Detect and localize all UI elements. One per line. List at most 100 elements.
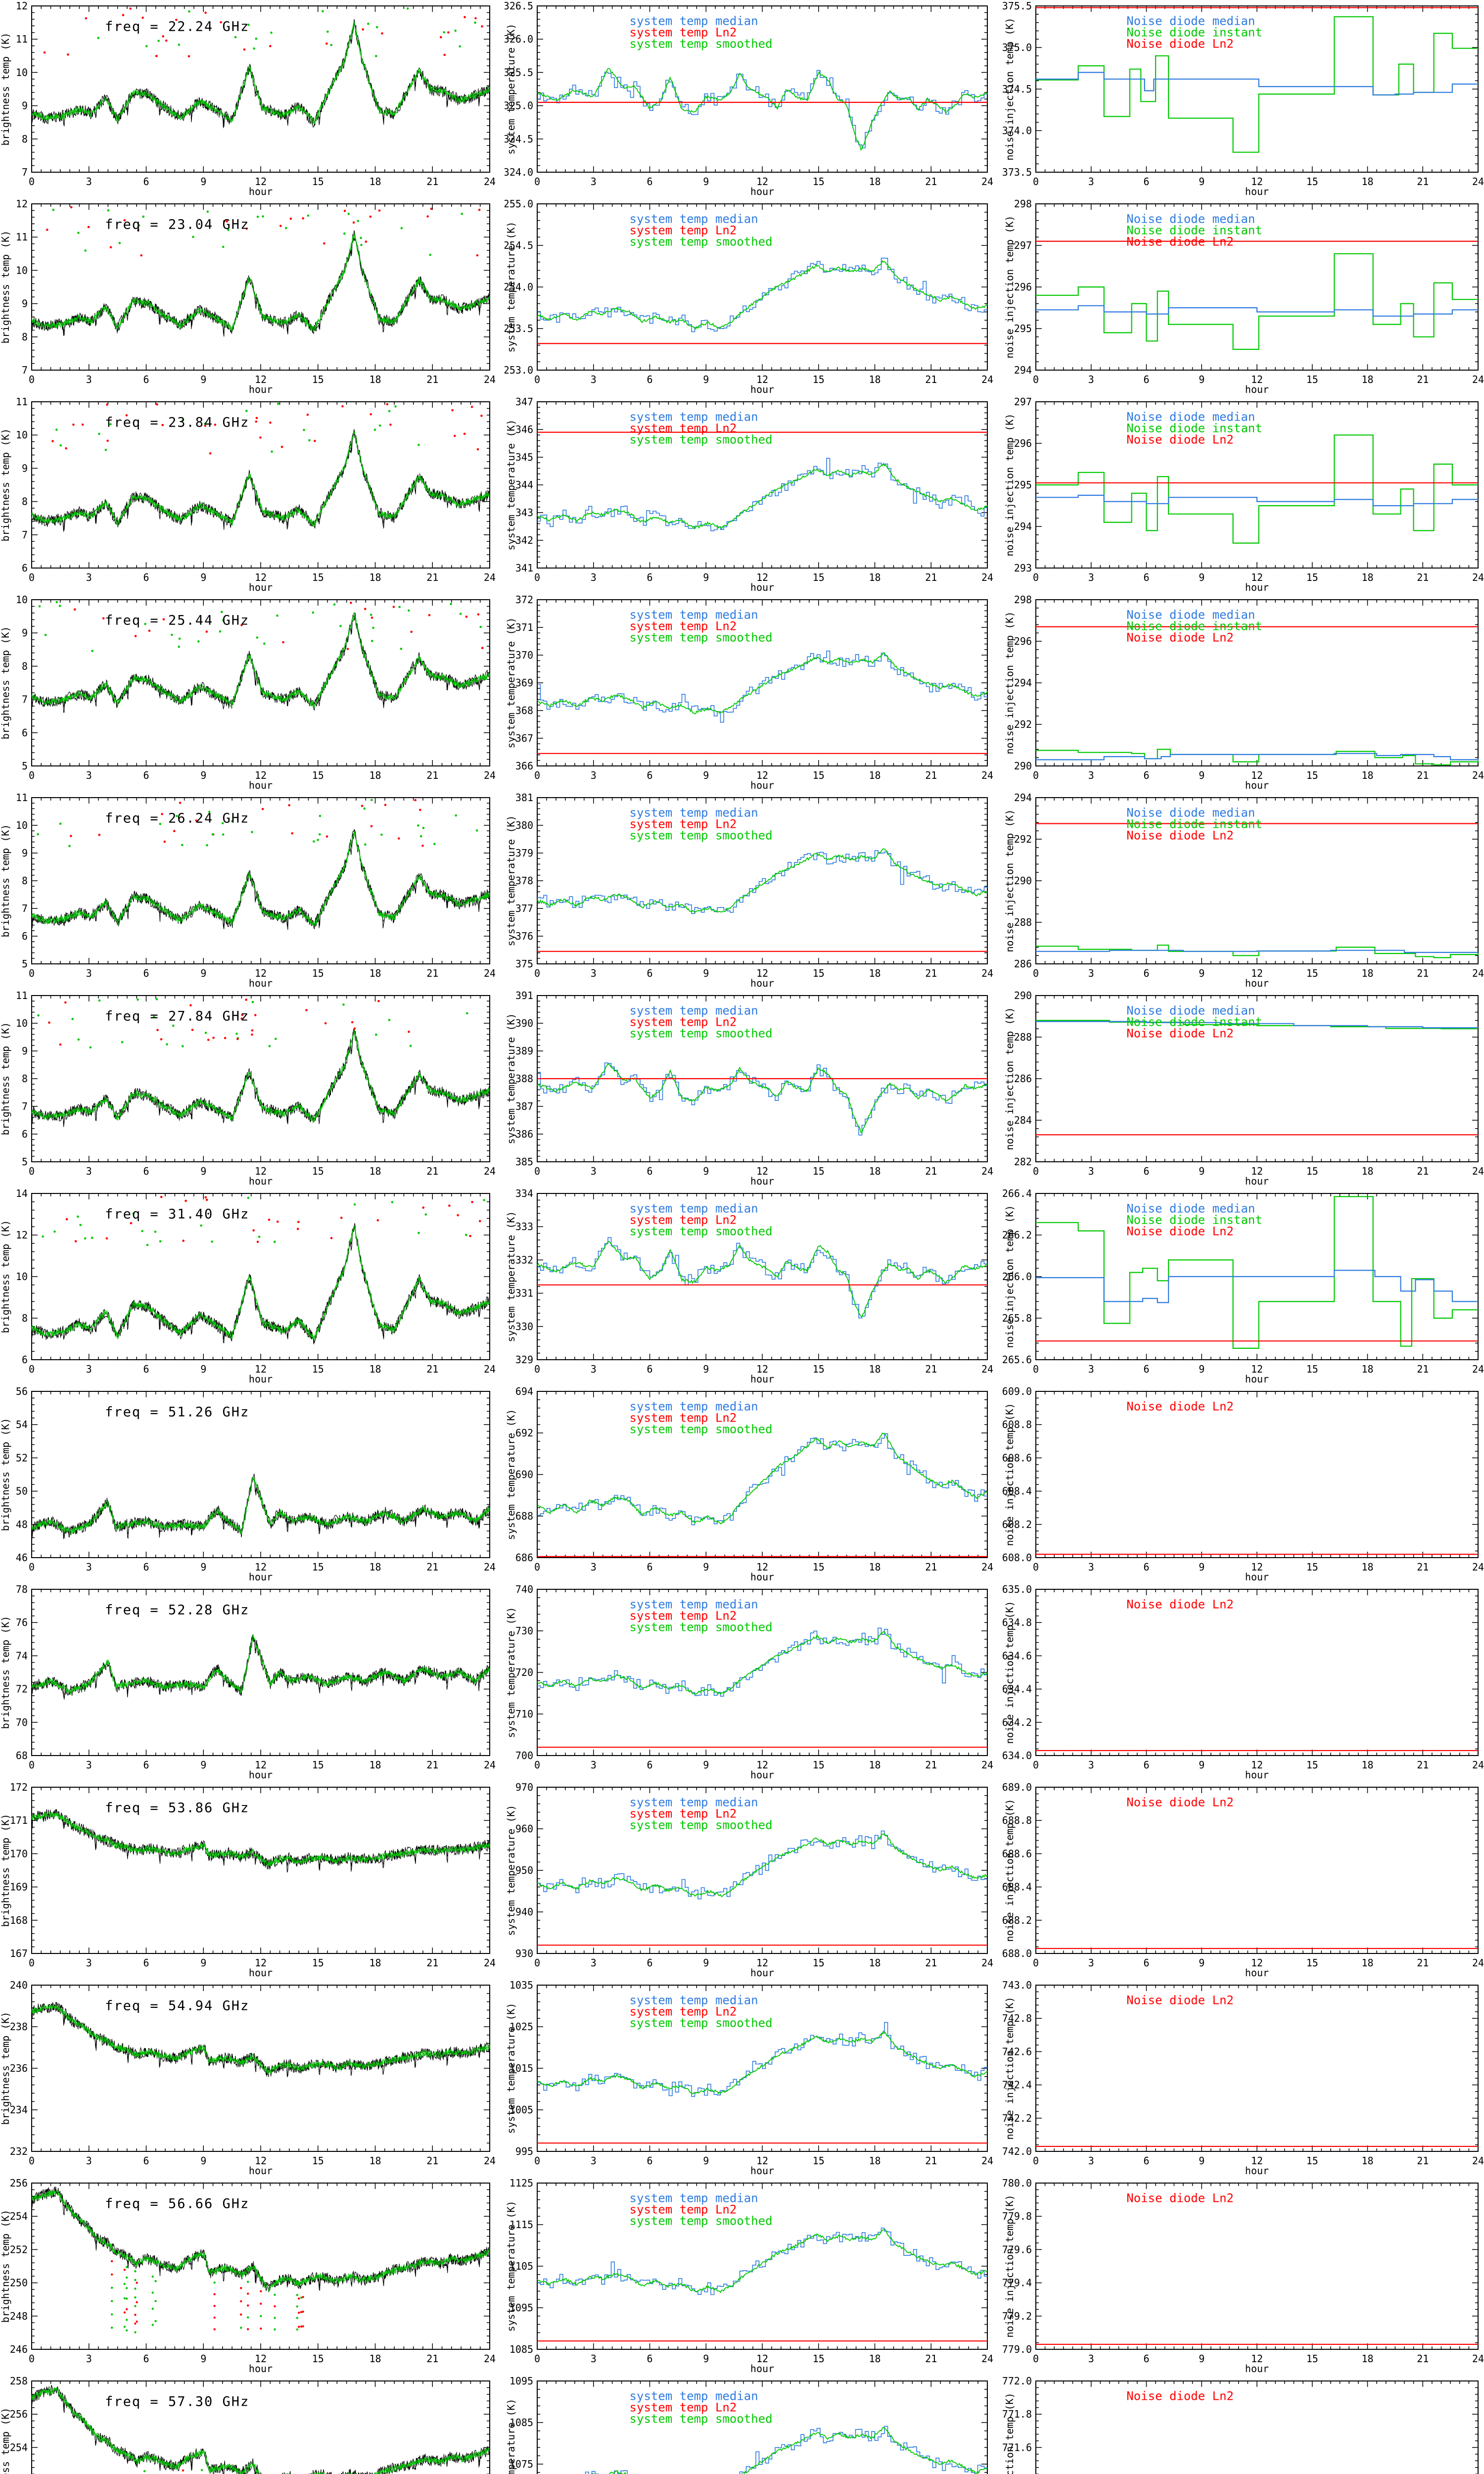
system-smoothed-series [537, 1241, 988, 1318]
x-tick-label: 12 [1251, 769, 1263, 781]
legend-entry: Noise diode median [1126, 1202, 1255, 1216]
legend-entry: system temp smoothed [630, 1224, 773, 1238]
y-tick-label: 779.6 [1002, 2243, 1032, 2255]
y-tick-label: 50 [16, 1485, 28, 1497]
x-tick-label: 21 [426, 1561, 438, 1573]
x-tick-label: 0 [1033, 1957, 1039, 1969]
x-tick-label: 21 [925, 374, 937, 385]
x-tick-label: 9 [1199, 1759, 1205, 1771]
y-tick-label: 8 [22, 660, 28, 672]
x-tick-label: 6 [647, 571, 652, 583]
y-tick-label: 1095 [510, 2375, 533, 2387]
x-tick-label: 6 [143, 769, 149, 781]
x-tick-label: 6 [1143, 1363, 1149, 1375]
x-tick-label: 15 [312, 1561, 324, 1573]
x-tick-label: 9 [703, 2353, 709, 2365]
x-tick-label: 0 [534, 769, 540, 781]
plot-frame [31, 401, 490, 569]
system-median-series [537, 2228, 987, 2295]
x-tick-label: 21 [1417, 571, 1429, 583]
brightness-smoothed-series [31, 1225, 490, 1340]
x-tick-label: 9 [703, 1561, 709, 1573]
x-tick-label: 6 [143, 1363, 149, 1375]
x-tick-label: 12 [1251, 2353, 1263, 2365]
x-tick-label: 6 [647, 2155, 652, 2167]
x-tick-label: 18 [869, 2353, 881, 2365]
noise-instant-series [1036, 434, 1478, 544]
x-tick-label: 24 [1472, 967, 1484, 979]
x-tick-label: 15 [312, 2353, 324, 2365]
x-tick-label: 15 [813, 2353, 825, 2365]
y-tick-label: 295 [1014, 323, 1032, 334]
y-tick-label: 779.2 [1002, 2310, 1032, 2322]
x-axis-label: hour [750, 779, 774, 791]
x-tick-label: 12 [756, 1561, 768, 1573]
y-axis-label: brightness temp (K) [0, 2012, 11, 2125]
y-tick-label: 172 [10, 1781, 28, 1793]
y-tick-label: 9 [22, 462, 28, 474]
x-tick-label: 0 [29, 571, 35, 583]
y-tick-label: 14 [16, 1188, 28, 1199]
x-tick-label: 9 [1199, 374, 1205, 385]
x-tick-label: 0 [29, 1561, 35, 1573]
legend-entry: system temp median [630, 2191, 758, 2205]
noise-median-series [1036, 950, 1478, 953]
x-tick-label: 9 [200, 1957, 206, 1969]
x-tick-label: 24 [981, 769, 993, 781]
noise-instant-series [1036, 253, 1478, 350]
x-tick-label: 24 [1472, 1363, 1484, 1375]
x-tick-label: 21 [426, 1165, 438, 1177]
x-tick-label: 3 [1088, 374, 1094, 385]
x-tick-label: 21 [925, 769, 937, 781]
noise-median-series [1036, 72, 1478, 95]
y-tick-label: 171 [10, 1814, 28, 1826]
x-tick-label: 12 [756, 1957, 768, 1969]
y-axis-label: brightness temp (K) [0, 428, 11, 542]
x-tick-label: 6 [1143, 2353, 1149, 2365]
y-tick-label: 266.4 [1002, 1188, 1032, 1199]
x-tick-label: 24 [1472, 571, 1484, 583]
noise-diode-plot: 0 3 6 9 12 15 18 21 24 634.0 634.2 634.4 634.6 634.8 6… [1002, 1583, 1484, 1781]
y-tick-label: 634.6 [1002, 1650, 1032, 1662]
x-tick-label: 3 [86, 1957, 92, 1969]
legend-entry: system temp smoothed [630, 2016, 773, 2030]
y-tick-label: 266.0 [1002, 1271, 1032, 1283]
y-tick-label: 688.2 [1002, 1914, 1032, 1926]
y-tick-label: 608.0 [1002, 1552, 1032, 1564]
noise-diode-plot: 0 3 6 9 12 15 18 21 24 293 294 295 296 297 noise injec… [1004, 396, 1484, 593]
x-tick-label: 6 [647, 1759, 652, 1771]
y-tick-label: 290 [1014, 875, 1032, 887]
x-tick-label: 18 [369, 1561, 381, 1573]
x-tick-label: 6 [647, 176, 652, 188]
x-tick-label: 21 [426, 1957, 438, 1969]
x-tick-label: 12 [1251, 1363, 1263, 1375]
x-axis-label: hour [1245, 779, 1269, 791]
legend-entry: system temp Ln2 [630, 1609, 737, 1622]
x-tick-label: 9 [200, 1165, 206, 1177]
flagged-points [37, 998, 468, 1049]
x-tick-label: 15 [813, 1957, 825, 1969]
plot-row: 0 3 6 9 12 15 18 21 24 7 8 9 10 11 12 brightness temp (… [0, 198, 1484, 396]
x-tick-label: 0 [29, 374, 35, 385]
y-tick-label: 256 [10, 2408, 28, 2420]
system-temp-plot: 0 3 6 9 12 15 18 21 24 385 386 387 388 389 390 391 syste… [505, 990, 993, 1187]
y-tick-label: 779.4 [1002, 2277, 1032, 2289]
freq-title: freq = 22.24 GHz [105, 19, 249, 34]
x-tick-label: 15 [813, 2155, 825, 2167]
system-median-series [537, 1062, 987, 1136]
x-tick-label: 24 [484, 176, 496, 188]
brightness-black-series [31, 613, 490, 713]
legend-entry: Noise diode Ln2 [1126, 235, 1234, 248]
system-median-series [537, 70, 987, 148]
x-axis-label: hour [1245, 2165, 1269, 2177]
x-tick-label: 9 [200, 2353, 206, 2365]
legend-entry: system temp smoothed [630, 1818, 773, 1832]
x-tick-label: 12 [255, 571, 267, 583]
x-tick-label: 21 [925, 1165, 937, 1177]
x-tick-label: 0 [1033, 374, 1039, 385]
y-tick-label: 232 [10, 2145, 28, 2157]
system-temp-plot: 0 3 6 9 12 15 18 21 24 930 940 950 960 970 system temp… [505, 1781, 993, 1979]
y-tick-label: 296 [1014, 437, 1032, 449]
system-median-series [537, 2022, 987, 2097]
x-axis-label: hour [249, 1967, 273, 1979]
